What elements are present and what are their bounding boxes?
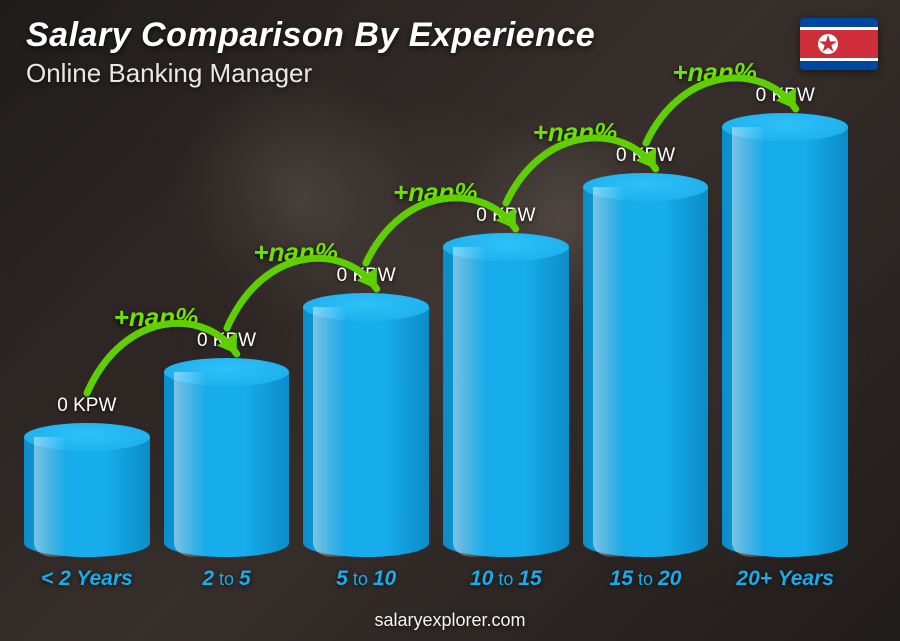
bar	[164, 372, 290, 557]
x-label: < 2 Years	[24, 567, 150, 591]
delta-label: +nan%	[393, 177, 478, 208]
footer-attribution: salaryexplorer.com	[0, 610, 900, 631]
bar-column: 0 KPW	[443, 247, 569, 557]
delta-label: +nan%	[533, 117, 618, 148]
bar-column: 0 KPW	[303, 307, 429, 557]
bar-value-label: 0 KPW	[476, 205, 535, 227]
bar-value-label: 0 KPW	[197, 330, 256, 352]
flag-svg	[800, 18, 878, 70]
x-label: 5 to 10	[303, 567, 429, 591]
chart-title: Salary Comparison By Experience	[26, 16, 595, 55]
bar-shine	[313, 307, 346, 557]
delta-label: +nan%	[253, 237, 338, 268]
bar	[24, 437, 150, 557]
chart-subtitle: Online Banking Manager	[26, 58, 312, 89]
flag-icon	[800, 18, 878, 70]
chart-stage: Salary Comparison By Experience Online B…	[0, 0, 900, 641]
bar	[583, 187, 709, 557]
bar-shine	[453, 247, 486, 557]
bar-column: 0 KPW	[583, 187, 709, 557]
bar-shine	[593, 187, 626, 557]
bar-value-label: 0 KPW	[337, 265, 396, 287]
bar-column: 0 KPW	[24, 437, 150, 557]
x-label: 10 to 15	[443, 567, 569, 591]
bar-value-label: 0 KPW	[616, 145, 675, 167]
bar-column: 0 KPW	[164, 372, 290, 557]
delta-label: +nan%	[114, 302, 199, 333]
bar-value-label: 0 KPW	[57, 395, 116, 417]
bar-chart: 0 KPW0 KPW0 KPW0 KPW0 KPW0 KPW < 2 Years…	[24, 110, 848, 591]
bar	[722, 127, 848, 557]
bar-column: 0 KPW	[722, 127, 848, 557]
bar	[443, 247, 569, 557]
bar-value-label: 0 KPW	[756, 85, 815, 107]
bar-shine	[732, 127, 765, 557]
delta-label: +nan%	[672, 57, 757, 88]
x-label: 15 to 20	[583, 567, 709, 591]
x-label: 20+ Years	[722, 567, 848, 591]
bar	[303, 307, 429, 557]
bar-shine	[34, 437, 67, 557]
x-labels: < 2 Years 2 to 5 5 to 10 10 to 15 15 to 20 20…	[24, 567, 848, 591]
bar-shine	[174, 372, 207, 557]
x-label: 2 to 5	[164, 567, 290, 591]
